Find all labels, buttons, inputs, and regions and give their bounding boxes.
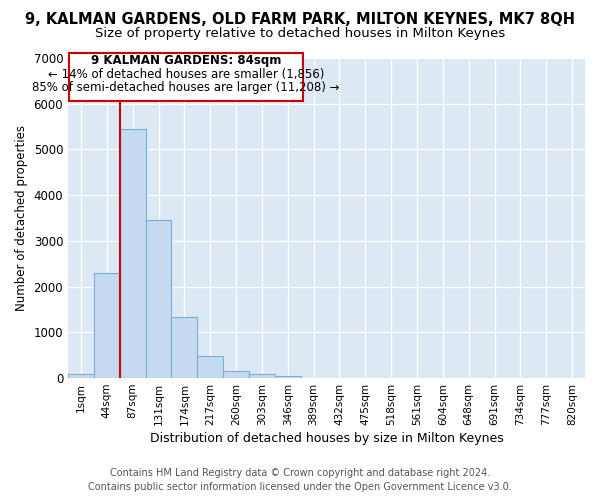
Bar bbox=[68, 374, 94, 378]
Bar bbox=[249, 374, 275, 378]
Bar bbox=[146, 220, 172, 378]
Text: Size of property relative to detached houses in Milton Keynes: Size of property relative to detached ho… bbox=[95, 28, 505, 40]
Text: 9, KALMAN GARDENS, OLD FARM PARK, MILTON KEYNES, MK7 8QH: 9, KALMAN GARDENS, OLD FARM PARK, MILTON… bbox=[25, 12, 575, 28]
Bar bbox=[172, 318, 197, 378]
Bar bbox=[68, 54, 303, 102]
Text: 85% of semi-detached houses are larger (11,208) →: 85% of semi-detached houses are larger (… bbox=[32, 80, 340, 94]
Bar bbox=[275, 376, 301, 378]
Text: ← 14% of detached houses are smaller (1,856): ← 14% of detached houses are smaller (1,… bbox=[48, 68, 324, 80]
X-axis label: Distribution of detached houses by size in Milton Keynes: Distribution of detached houses by size … bbox=[149, 432, 503, 445]
Text: Contains HM Land Registry data © Crown copyright and database right 2024.
Contai: Contains HM Land Registry data © Crown c… bbox=[88, 468, 512, 492]
Bar bbox=[197, 356, 223, 378]
Bar bbox=[94, 273, 120, 378]
Bar bbox=[223, 371, 249, 378]
Text: 9 KALMAN GARDENS: 84sqm: 9 KALMAN GARDENS: 84sqm bbox=[91, 54, 281, 68]
Y-axis label: Number of detached properties: Number of detached properties bbox=[15, 125, 28, 311]
Bar bbox=[120, 129, 146, 378]
